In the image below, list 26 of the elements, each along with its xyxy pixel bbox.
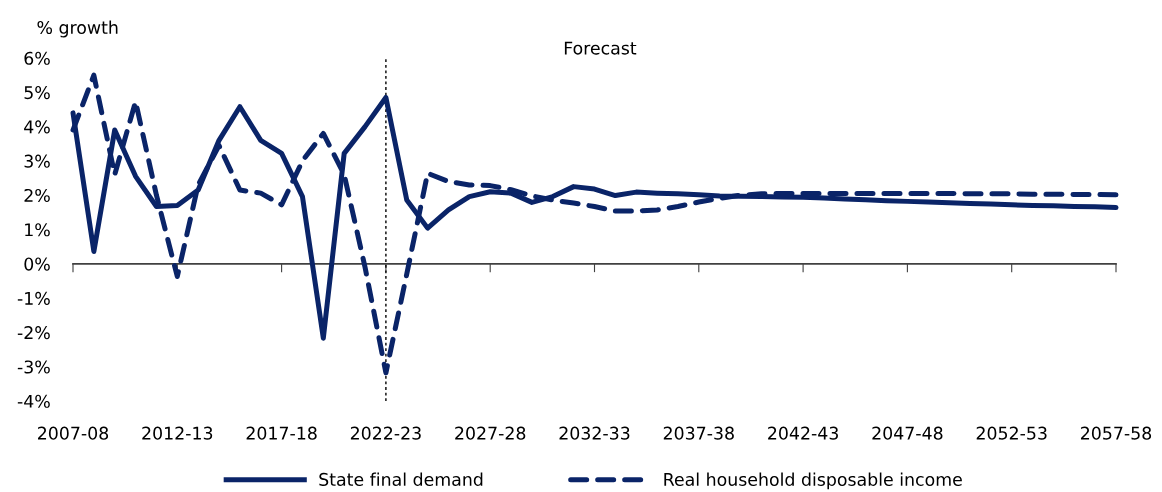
x-tick-label: 2017-18 [246, 426, 317, 440]
y-tick-label: 3% [24, 154, 50, 168]
x-tick-label: 2052-53 [976, 426, 1047, 440]
x-tick-label: 2007-08 [38, 426, 109, 440]
legend-label: State final demand [319, 472, 483, 486]
y-tick-label: 5% [24, 86, 50, 100]
x-tick-label: 2012-13 [142, 426, 213, 440]
y-tick-label: 4% [24, 120, 50, 134]
y-tick-label: -2% [17, 326, 50, 340]
x-tick-label: 2022-23 [350, 426, 421, 440]
x-tick-label: 2047-48 [872, 426, 943, 440]
y-tick-label: 0% [24, 257, 50, 271]
text: Forecast [564, 41, 637, 55]
x-tick-label: 2032-33 [559, 426, 630, 440]
y-tick-label: 2% [24, 188, 50, 203]
y-tick-label: 1% [25, 223, 50, 237]
x-tick-label: 2037-38 [663, 426, 734, 440]
y-tick-label: -1% [17, 291, 50, 305]
legend-label: Real household disposable income [664, 472, 962, 490]
y-axis-title: % growth [37, 20, 118, 38]
y-tick-label: -3% [17, 360, 50, 374]
x-tick-label: 2027-28 [455, 426, 526, 440]
x-tick-label: 2042-43 [768, 426, 838, 440]
y-tick-label: 6% [24, 51, 50, 65]
y-tick-label: -4% [17, 394, 50, 408]
x-tick-label: 2057-58 [1081, 426, 1152, 440]
